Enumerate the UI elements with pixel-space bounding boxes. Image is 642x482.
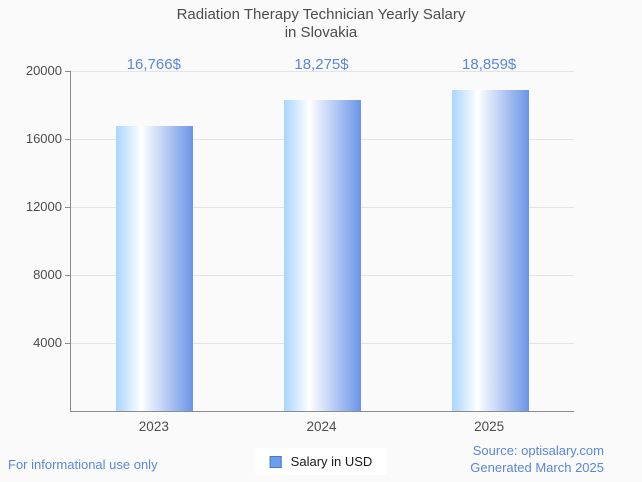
bar-value-label: 16,766$ [126,56,181,73]
x-tick-label: 2024 [306,419,337,434]
generated-date: Generated March 2025 [470,460,604,475]
y-axis-tick [65,139,71,140]
x-tick-label: 2025 [474,419,505,434]
chart-title-line2: in Slovakia [284,24,358,41]
y-axis-tick [65,71,71,72]
y-axis-tick [65,343,71,344]
y-axis-tick [65,207,71,208]
grid-line [71,71,574,72]
plot-area [65,71,574,412]
bar[interactable] [116,125,194,411]
y-axis-tick [65,275,71,276]
y-tick-label: 4000 [33,335,62,350]
bar[interactable] [451,90,529,411]
bar-value-label: 18,859$ [462,56,517,73]
source-link[interactable]: Source: optisalary.com [472,443,604,458]
disclaimer-text: For informational use only [8,457,158,472]
source-attribution: Source: optisalary.com Generated March 2… [470,442,604,476]
bar[interactable] [284,100,361,411]
chart-title: Radiation Therapy Technician Yearly Sala… [0,6,642,42]
bar-value-label: 18,275$ [294,56,349,73]
y-tick-label: 16000 [25,131,62,146]
x-tick-label: 2023 [138,419,169,434]
y-tick-label: 20000 [25,63,62,78]
y-tick-label: 12000 [25,199,62,214]
legend-swatch-icon [269,455,282,468]
legend[interactable]: Salary in USD [255,448,387,475]
legend-label: Salary in USD [290,454,373,469]
y-tick-label: 8000 [33,267,62,282]
chart-title-line1: Radiation Therapy Technician Yearly Sala… [176,6,466,23]
